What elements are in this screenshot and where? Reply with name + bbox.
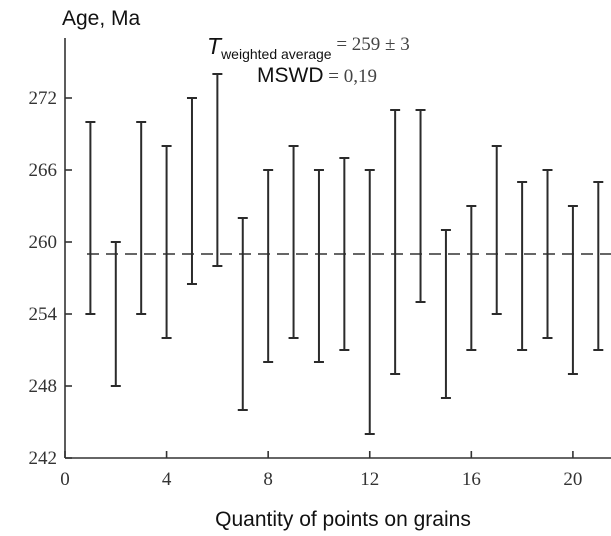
x-tick-label: 16: [462, 469, 481, 490]
error-bar: [364, 169, 375, 435]
x-tick-label: 0: [60, 469, 70, 490]
t-value: = 259 ± 3: [332, 34, 410, 55]
x-tick-label: 8: [263, 469, 273, 490]
y-tick-label: 254: [29, 304, 58, 325]
error-bar: [313, 169, 324, 363]
error-bars: [85, 73, 604, 435]
x-tick-label: 4: [162, 469, 172, 490]
error-bar: [517, 181, 528, 351]
error-bar: [542, 169, 553, 339]
y-tick-label: 272: [29, 88, 58, 109]
error-bar: [237, 217, 248, 411]
x-ticks: 0 4 8 12 16 20: [60, 451, 582, 490]
error-bar: [85, 121, 96, 315]
error-bar: [136, 121, 147, 315]
y-tick-label: 248: [29, 376, 58, 397]
error-bar: [288, 145, 299, 339]
mswd-value: = 0,19: [324, 66, 377, 87]
mswd-label: MSWD: [257, 64, 324, 87]
error-bar: [491, 145, 502, 315]
error-bar: [415, 109, 426, 303]
error-bar: [567, 205, 578, 375]
error-bar: [161, 145, 172, 339]
y-ticks: 242 248 254 260 266 272: [29, 88, 72, 469]
weighted-average-annotation: Tweighted average = 259 ± 3: [207, 33, 410, 62]
x-axis-label: Quantity of points on grains: [215, 508, 471, 531]
y-tick-label: 260: [29, 232, 58, 253]
x-tick-label: 20: [563, 469, 582, 490]
y-tick-label: 266: [29, 160, 58, 181]
error-bar: [593, 181, 604, 351]
t-subscript: weighted average: [220, 46, 332, 62]
error-bar: [440, 229, 451, 399]
error-bar: [212, 73, 223, 267]
error-bar: [466, 205, 477, 351]
error-bar: [390, 109, 401, 375]
error-bar: [110, 241, 121, 387]
mswd-annotation: MSWD = 0,19: [257, 64, 377, 87]
x-tick-label: 12: [360, 469, 379, 490]
error-bar: [263, 169, 274, 363]
y-axis-label: Age, Ma: [62, 7, 141, 30]
error-bar: [186, 97, 197, 285]
t-symbol: T: [207, 33, 223, 59]
error-bar: [339, 157, 350, 351]
y-tick-label: 242: [29, 448, 58, 469]
